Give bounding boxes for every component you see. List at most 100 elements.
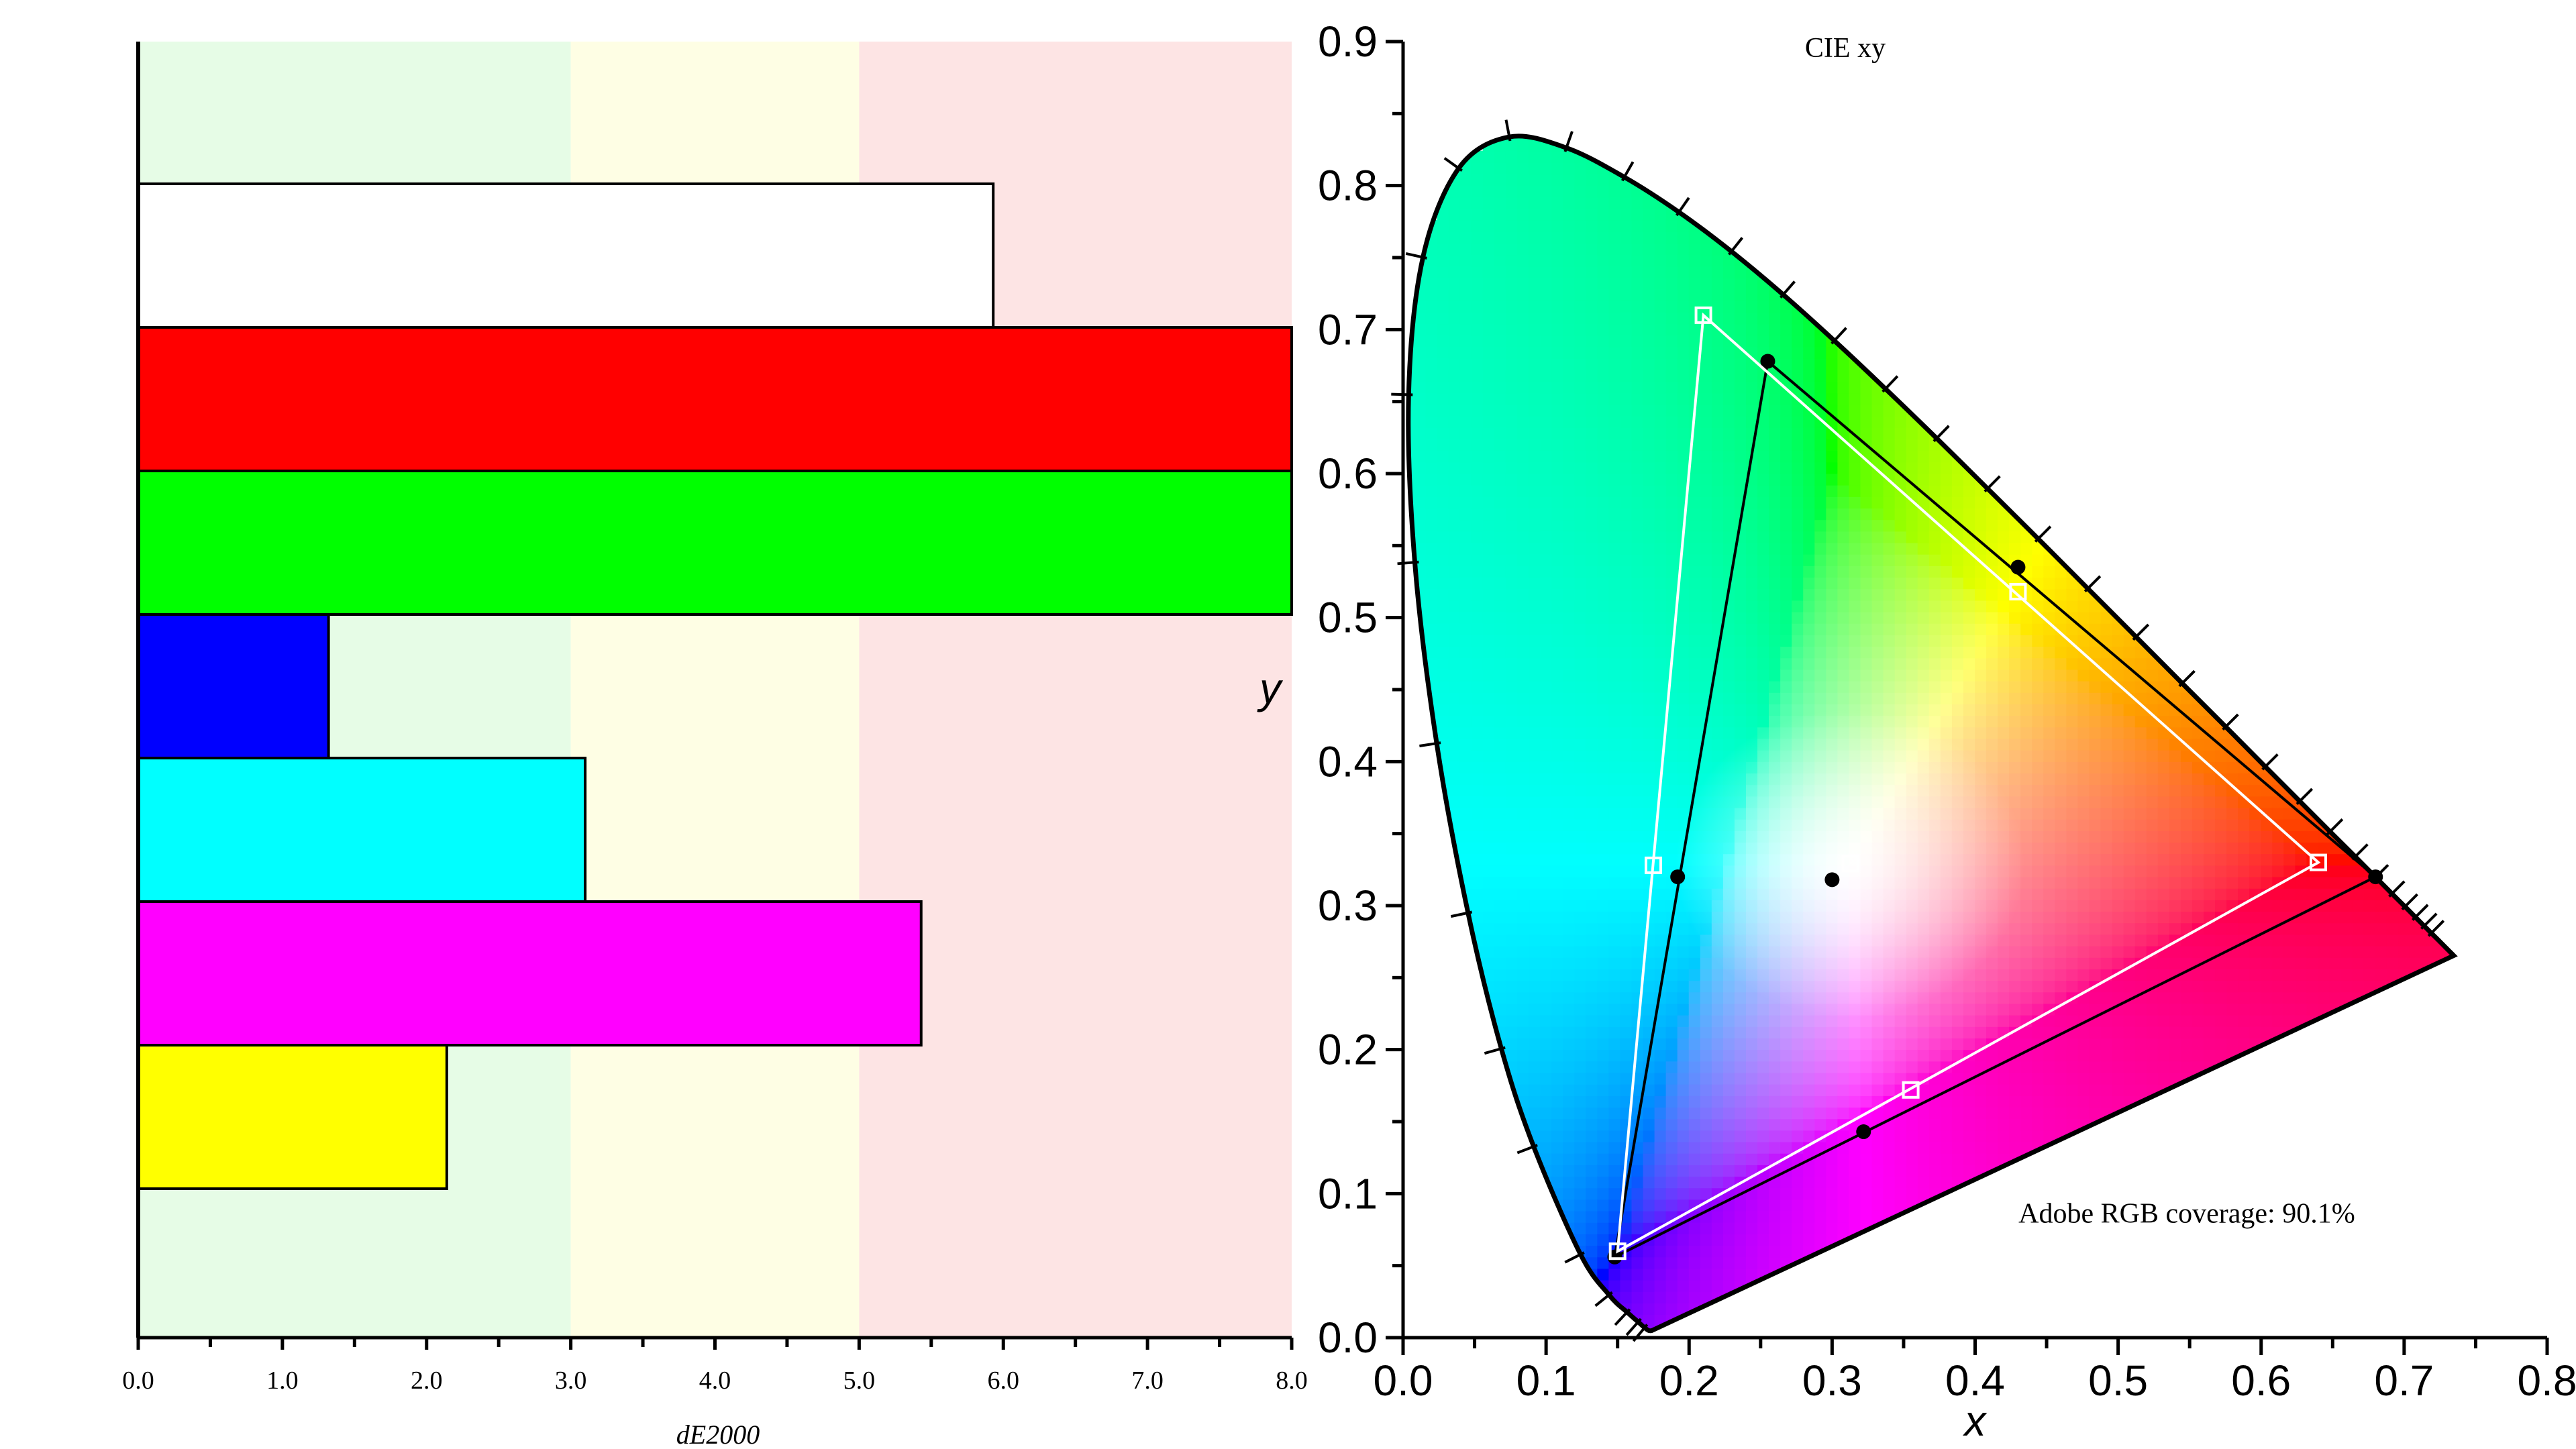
locus-color-cell [1860, 1095, 1873, 1108]
locus-color-cell [1448, 611, 1461, 624]
locus-color-cell [1494, 876, 1506, 889]
locus-color-cell [1665, 715, 1678, 728]
locus-color-cell [1529, 957, 1541, 969]
locus-color-cell [1505, 749, 1518, 762]
locus-color-cell [1574, 369, 1587, 382]
locus-color-cell [2146, 830, 2159, 843]
locus-color-cell [1654, 634, 1667, 647]
locus-color-cell [1986, 508, 1999, 521]
locus-color-cell [2077, 922, 2090, 935]
locus-color-cell [1688, 980, 1701, 993]
locus-color-cell [1940, 1014, 1953, 1027]
locus-color-cell [1734, 669, 1747, 682]
locus-color-cell [1529, 680, 1541, 693]
locus-color-cell [1563, 911, 1576, 924]
locus-color-cell [1792, 1061, 1804, 1073]
locus-color-cell [1471, 692, 1484, 704]
locus-color-cell [1529, 1049, 1541, 1062]
locus-color-cell [1769, 427, 1782, 439]
locus-color-cell [1883, 1014, 1896, 1027]
locus-color-cell [2043, 888, 2056, 900]
locus-color-cell [1459, 335, 1472, 347]
locus-color-cell [1746, 669, 1759, 682]
locus-color-cell [1620, 415, 1633, 428]
locus-color-cell [1906, 623, 1918, 635]
locus-color-cell [1551, 427, 1564, 439]
locus-color-cell [1540, 692, 1553, 704]
locus-color-cell [2066, 1072, 2079, 1085]
locus-color-cell [1871, 392, 1884, 405]
locus-color-cell [2077, 773, 2090, 786]
locus-color-cell [1529, 1014, 1541, 1027]
locus-color-cell [1459, 415, 1472, 428]
locus-color-cell [2055, 669, 2067, 682]
locus-color-cell [1586, 519, 1598, 532]
locus-color-cell [1792, 346, 1804, 359]
locus-color-cell [2077, 1072, 2090, 1085]
locus-color-cell [1837, 1083, 1850, 1096]
locus-color-cell [1940, 1164, 1953, 1177]
locus-color-cell [1963, 692, 1975, 704]
locus-color-cell [1471, 899, 1484, 912]
locus-color-cell [1894, 553, 1907, 566]
locus-color-cell [1837, 542, 1850, 555]
locus-color-cell [1597, 957, 1610, 969]
locus-color-cell [2180, 1014, 2193, 1027]
locus-color-cell [1722, 1118, 1735, 1131]
locus-color-cell [1665, 1003, 1678, 1016]
locus-color-cell [1803, 669, 1816, 682]
locus-color-cell [1540, 611, 1553, 624]
locus-color-cell [1814, 1233, 1827, 1246]
locus-color-cell [1665, 1061, 1678, 1073]
locus-color-cell [1951, 1026, 1964, 1038]
locus-color-cell [1722, 646, 1735, 659]
locus-color-cell [1574, 957, 1587, 969]
locus-color-cell [1517, 1026, 1530, 1038]
locus-color-cell [1757, 1118, 1770, 1131]
locus-color-cell [1757, 519, 1770, 532]
locus-color-cell [1529, 830, 1541, 843]
locus-color-cell [1620, 450, 1633, 463]
locus-color-cell [1437, 542, 1449, 555]
locus-color-cell [1620, 692, 1633, 704]
locus-color-cell [1769, 646, 1782, 659]
locus-color-cell [1860, 611, 1873, 624]
locus-color-cell [1494, 288, 1506, 301]
locus-color-cell [1722, 404, 1735, 417]
locus-color-cell [1871, 1152, 1884, 1165]
locus-color-cell [1540, 277, 1553, 290]
locus-color-cell [1722, 496, 1735, 509]
locus-color-cell [1769, 1026, 1782, 1038]
locus-color-cell [1517, 508, 1530, 521]
locus-color-cell [2112, 1095, 2124, 1108]
locus-color-cell [1643, 323, 1655, 336]
locus-color-cell [1837, 484, 1850, 497]
locus-color-cell [1803, 1130, 1816, 1142]
locus-color-cell [2146, 1072, 2159, 1085]
locus-color-cell [2146, 888, 2159, 900]
locus-color-cell [1471, 600, 1484, 612]
locus-color-cell [1963, 646, 1975, 659]
locus-color-cell [1757, 1049, 1770, 1062]
locus-color-cell [2066, 888, 2079, 900]
locus-color-cell [1597, 830, 1610, 843]
locus-color-cell [1757, 715, 1770, 728]
locus-color-cell [1688, 1037, 1701, 1051]
locus-color-cell [1586, 669, 1598, 682]
locus-color-cell [1837, 611, 1850, 624]
locus-color-cell [1860, 1026, 1873, 1038]
locus-color-cell [1654, 577, 1667, 590]
locus-color-cell [2146, 842, 2159, 855]
locus-color-cell [2146, 807, 2159, 820]
locus-color-cell [1574, 1176, 1587, 1189]
locus-color-cell [1906, 1164, 1918, 1177]
locus-color-cell [1563, 300, 1576, 313]
locus-color-cell [1837, 553, 1850, 566]
locus-color-cell [1586, 830, 1598, 843]
locus-color-cell [1792, 473, 1804, 486]
locus-color-cell [1826, 1164, 1839, 1177]
locus-color-cell [1448, 669, 1461, 682]
locus-color-cell [1722, 277, 1735, 290]
locus-color-cell [2169, 692, 2181, 704]
locus-color-cell [1826, 634, 1839, 647]
